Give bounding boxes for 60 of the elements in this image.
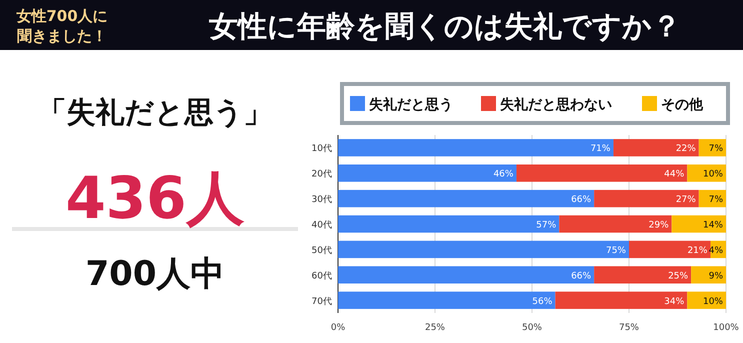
data-label: 22% (676, 144, 696, 154)
bar (698, 139, 726, 156)
bar (338, 215, 560, 233)
bar (559, 215, 672, 233)
data-label: 7% (708, 144, 724, 154)
data-label: 56% (532, 296, 553, 307)
x-tick-label: 25% (424, 323, 446, 333)
bar (516, 164, 688, 182)
bar (338, 240, 629, 258)
data-label: 57% (536, 220, 557, 230)
data-label: 7% (708, 195, 724, 206)
bar (687, 164, 726, 182)
bar (594, 266, 692, 284)
data-label: 29% (648, 220, 670, 230)
data-label: 10% (702, 170, 724, 180)
data-label: 66% (571, 195, 592, 206)
bar (594, 190, 699, 208)
data-label: 27% (676, 195, 696, 206)
bar (672, 215, 726, 233)
data-label: 44% (664, 170, 685, 180)
y-tick-label: 40代 (312, 220, 332, 230)
data-label: 46% (493, 170, 514, 180)
legend-label: 失礼だと思う (369, 96, 453, 113)
data-label: 10% (702, 296, 724, 307)
data-label: 21% (687, 246, 708, 256)
y-tick-label: 70代 (312, 296, 332, 307)
x-tick-label: 100% (713, 323, 740, 333)
y-tick-label: 50代 (312, 244, 332, 256)
bar (338, 164, 516, 182)
bar (338, 190, 594, 208)
text: 436人 (65, 164, 245, 232)
bar (338, 139, 614, 156)
bar (338, 266, 594, 284)
x-tick-label: 0% (330, 323, 346, 333)
y-tick-label: 20代 (312, 168, 332, 180)
data-label: 9% (708, 271, 724, 282)
y-tick-label: 30代 (312, 194, 332, 206)
text: 「失礼だと思う」 (38, 95, 272, 129)
bar (338, 292, 556, 309)
legend-label: その他 (661, 97, 704, 113)
x-tick-label: 50% (522, 323, 542, 333)
legend-label: 失礼だと思わない (500, 96, 612, 113)
y-tick-label: 10代 (312, 143, 332, 154)
bar (555, 292, 688, 309)
bar (687, 292, 726, 309)
bar (629, 240, 710, 258)
bar (691, 266, 726, 284)
chart-title: 女性に年齢を聞くのは失礼ですか？ (208, 9, 681, 43)
x-tick-label: 75% (618, 323, 640, 333)
data-label: 71% (590, 144, 611, 154)
text: 女性700人に聞きました！ (15, 7, 108, 45)
text: 700人中 (86, 254, 224, 294)
data-label: 34% (664, 296, 685, 307)
y-tick-label: 60代 (312, 270, 332, 282)
data-label: 66% (571, 271, 592, 282)
bar (613, 139, 699, 156)
data-label: 4% (708, 246, 724, 256)
data-label: 25% (668, 271, 689, 282)
data-label: 14% (702, 220, 724, 230)
data-label: 75% (606, 246, 626, 256)
